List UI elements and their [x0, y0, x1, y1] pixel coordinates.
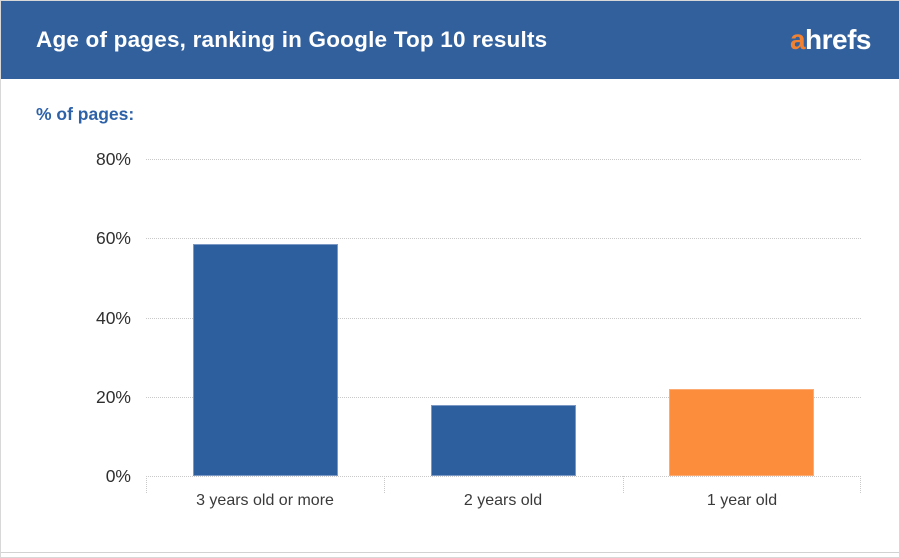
bar-2 — [431, 405, 576, 476]
header: Age of pages, ranking in Google Top 10 r… — [1, 1, 899, 79]
gridline-80 — [146, 159, 861, 160]
gridline-20 — [146, 396, 861, 398]
plot-area: 0% 20% 40% 60% 80% 3 years old or more 2 years… — [96, 150, 861, 509]
x-tick-label: 2 years old — [463, 492, 543, 509]
ahrefs-logo: ahrefs — [789, 24, 872, 55]
y-tick-label: 80% — [95, 149, 131, 169]
y-tick-label: 60% — [95, 228, 131, 249]
logo-letter-a: a — [789, 24, 806, 55]
bottom-border-line — [1, 552, 899, 553]
gridline-60 — [146, 238, 861, 240]
gridline-0 — [146, 476, 861, 477]
y-tick-label: 20% — [95, 386, 131, 407]
gridline-40 — [146, 317, 861, 319]
axis-tick-mark — [860, 476, 861, 493]
page-title: Age of pages, ranking in Google Top 10 r… — [36, 27, 548, 52]
axis-tick-mark — [146, 476, 147, 493]
axis-tick-mark — [623, 476, 624, 493]
bar-1 — [193, 244, 338, 476]
x-tick-label: 1 year old — [706, 492, 778, 509]
y-axis-title: % of pages: — [36, 104, 135, 124]
axis-tick-mark — [384, 476, 385, 493]
logo-letters-hrefs: hrefs — [805, 24, 871, 55]
bar-3 — [669, 389, 814, 476]
x-tick-label: 3 years old or more — [196, 492, 334, 509]
y-tick-label: 0% — [105, 466, 131, 486]
y-tick-label: 40% — [95, 307, 131, 328]
